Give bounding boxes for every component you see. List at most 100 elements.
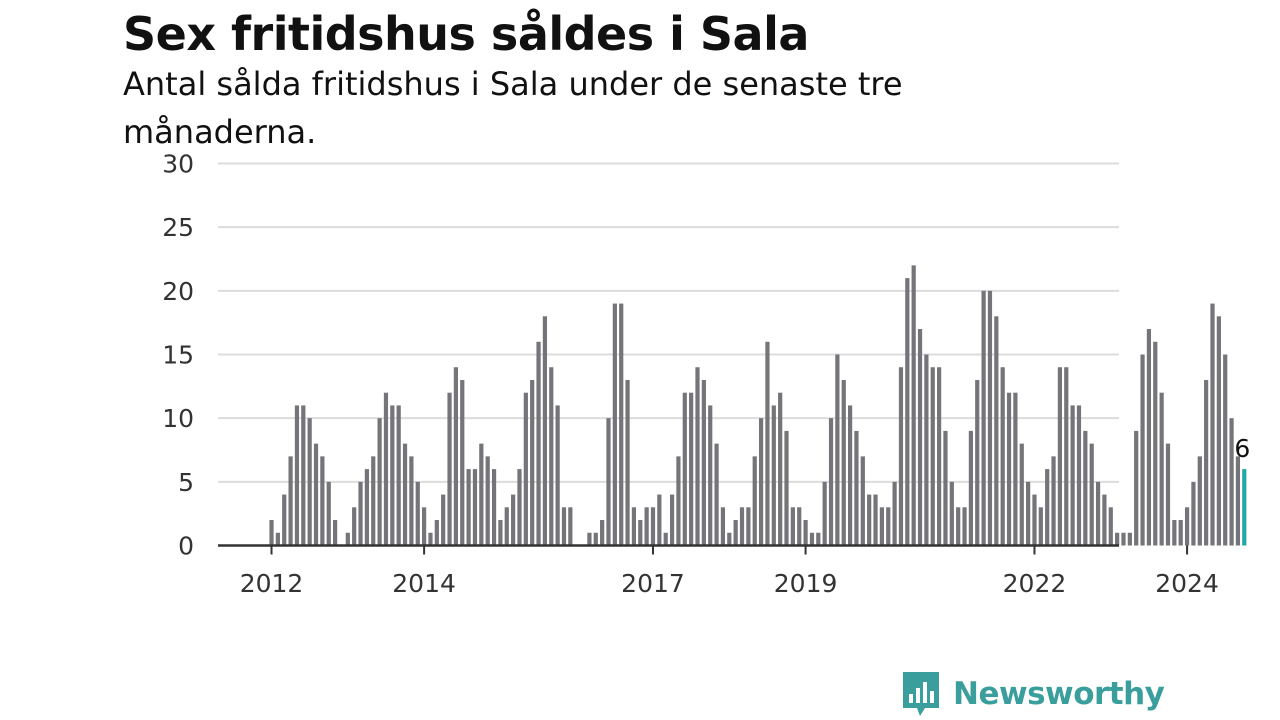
bar	[523, 392, 528, 546]
bar	[396, 405, 401, 546]
bar	[491, 469, 497, 546]
bar	[447, 392, 452, 546]
bar	[784, 430, 789, 546]
bar	[956, 507, 961, 546]
bar	[1013, 392, 1018, 546]
bar	[733, 520, 738, 546]
bar	[1083, 430, 1088, 546]
bar	[625, 379, 630, 546]
bar	[1115, 532, 1120, 546]
bar	[689, 392, 694, 546]
bar	[555, 405, 560, 546]
bar-chart-speech-bubble-icon	[903, 672, 939, 716]
bar	[682, 392, 687, 546]
bar-series	[269, 265, 1247, 546]
bar	[1076, 405, 1082, 546]
bar	[847, 405, 853, 546]
bar	[828, 418, 834, 546]
bar	[1191, 481, 1196, 546]
bar	[669, 494, 675, 546]
bar	[536, 341, 541, 546]
bar-highlight	[1242, 469, 1247, 546]
bar	[1108, 507, 1113, 546]
bar	[345, 532, 350, 546]
bar	[1146, 329, 1152, 546]
bar	[676, 456, 681, 546]
y-tick-label: 30	[162, 150, 194, 179]
bar	[873, 494, 878, 546]
bar	[1204, 379, 1209, 546]
bar	[752, 456, 757, 546]
bar	[1032, 494, 1037, 546]
bar	[479, 443, 484, 546]
bar	[498, 520, 503, 546]
bar	[816, 532, 821, 546]
x-axis-ticks: 2012 2014 2017 2019 2022 2024	[240, 545, 1219, 598]
bar	[1070, 405, 1075, 546]
bar	[1216, 316, 1221, 546]
bar	[472, 469, 478, 546]
bar	[434, 520, 439, 546]
bar	[1165, 443, 1171, 546]
x-tick-label: 2019	[774, 569, 838, 598]
bar	[905, 278, 910, 546]
bar	[383, 392, 389, 546]
bar	[1102, 494, 1107, 546]
bar	[987, 290, 993, 546]
bar	[975, 379, 980, 546]
bar	[1153, 341, 1158, 546]
bar	[1057, 367, 1063, 546]
bar	[307, 418, 312, 546]
bar	[593, 532, 598, 546]
bar	[612, 303, 617, 546]
bar	[1026, 481, 1031, 546]
bar	[631, 507, 637, 546]
bar	[415, 481, 420, 546]
bar	[1229, 418, 1234, 546]
bar	[917, 329, 923, 546]
bar	[282, 494, 287, 546]
bar	[313, 443, 319, 546]
bar	[485, 456, 490, 546]
bar	[549, 367, 554, 546]
bar	[949, 481, 954, 546]
bar	[542, 316, 548, 546]
bar	[301, 405, 306, 546]
bar	[765, 341, 770, 546]
bar	[981, 290, 986, 546]
bar	[466, 469, 471, 546]
bar	[504, 507, 509, 546]
bar	[390, 405, 395, 546]
bar	[867, 494, 872, 546]
bar	[269, 520, 274, 546]
x-tick-label: 2024	[1155, 569, 1219, 598]
bar	[288, 456, 293, 546]
bar	[1172, 520, 1177, 546]
bar	[930, 367, 935, 546]
bar	[822, 481, 827, 546]
bar	[968, 430, 973, 546]
bar	[803, 520, 808, 546]
brand-name: Newsworthy	[953, 676, 1165, 712]
bar	[1095, 481, 1101, 546]
bar	[619, 303, 624, 546]
bar	[409, 456, 414, 546]
bar	[771, 405, 776, 546]
bar	[561, 507, 567, 546]
bar	[352, 507, 357, 546]
y-tick-label: 5	[178, 468, 194, 497]
bar	[778, 392, 783, 546]
bar	[1000, 367, 1005, 546]
bar	[841, 379, 846, 546]
bar	[797, 507, 802, 546]
bar	[1210, 303, 1215, 546]
bar	[358, 481, 363, 546]
bar	[1038, 507, 1043, 546]
value-labels: 6	[1234, 434, 1250, 463]
y-axis-ticks: 0 5 10 15 20 25 30	[162, 150, 194, 561]
bar	[720, 507, 726, 546]
bar	[1235, 456, 1241, 546]
bar	[663, 532, 668, 546]
bar	[326, 481, 331, 546]
bar	[638, 520, 643, 546]
